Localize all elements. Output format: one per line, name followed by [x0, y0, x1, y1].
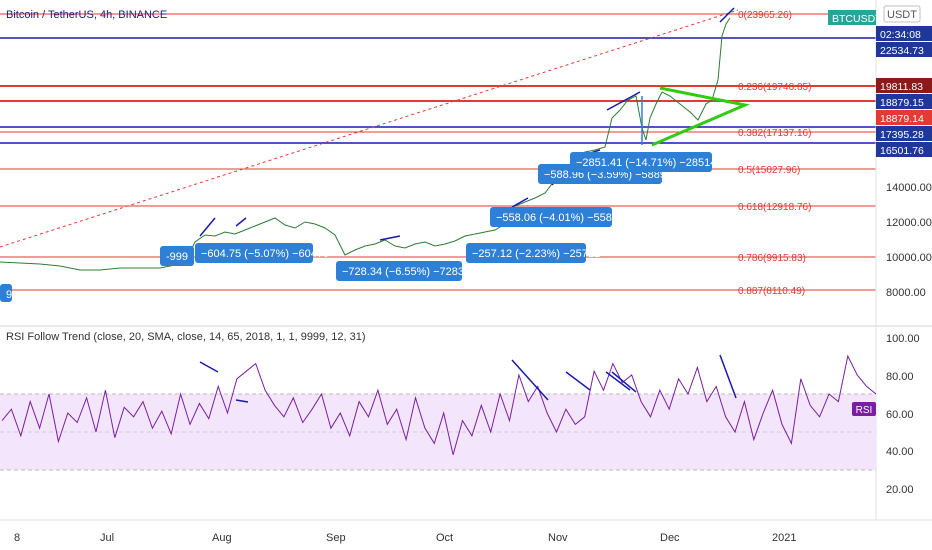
callout-box: [195, 243, 313, 263]
fib-label: 0.786(9915.83): [738, 253, 806, 264]
price-tag-bg: [828, 10, 876, 25]
time-label: Aug: [212, 532, 232, 544]
rsi-trend-mark: [719, 354, 737, 399]
price-tag-bg: [876, 78, 932, 93]
rsi-trend-mark: [605, 371, 631, 391]
price-tick: 8000.00: [886, 287, 926, 299]
callout-box: [336, 261, 462, 281]
time-label: Sep: [326, 532, 346, 544]
right-tags: BTCUSDT 02:34:08 22534.73 19811.83 18879.15 1…: [828, 10, 932, 157]
fib-label: 0.887(8110.49): [738, 286, 805, 297]
triangle-pattern: [651, 86, 751, 147]
price-tick: 10000.00: [886, 252, 932, 264]
fib-label: 0.382(17137.16): [738, 128, 811, 139]
rsi-ticks: 100.00 80.00 60.00 40.00 20.00: [886, 333, 920, 496]
rsi-tick: 20.00: [886, 484, 914, 496]
callout-text: −2851.41 (−14.71%) −285141: [576, 157, 723, 169]
horizontal-rays: [0, 37, 876, 144]
rsi-tick: 80.00: [886, 371, 914, 383]
price-tag-bg: [876, 142, 932, 157]
callout-text: −604.75 (−5.07%) −60475: [201, 248, 329, 260]
callout-box: [490, 207, 612, 227]
price-tick: 14000.00: [886, 182, 932, 194]
trend-mark: [235, 217, 247, 227]
price-tag-bg: [876, 94, 932, 109]
trend-mark: [719, 7, 735, 23]
fib-label: 0.618(12918.76): [738, 202, 811, 213]
rsi-tick: 60.00: [886, 409, 914, 421]
rsi-title: RSI Follow Trend (close, 20, SMA, close,…: [6, 331, 366, 343]
price-tag: BTCUSDT: [832, 13, 882, 25]
callout-box: [160, 246, 194, 266]
time-label: 8: [14, 532, 20, 544]
rsi-trend-mark: [199, 361, 219, 373]
price-tag: 19811.83: [880, 81, 923, 93]
callout-box: [0, 284, 12, 302]
price-ticks: 14000.00 12000.00 10000.00 8000.00: [886, 182, 932, 299]
rsi-trend-marks: [199, 354, 737, 403]
currency-label: USDT: [887, 9, 917, 21]
price-tag: 02:34:08: [880, 29, 921, 41]
fib-label: 0.236(19740.85): [738, 82, 811, 93]
price-tag: 18879.14: [880, 113, 924, 125]
price-tag: 17395.28: [880, 129, 924, 141]
price-tag-bg: [876, 126, 932, 141]
callouts: -999 −604.75 (−5.07%) −60475 −728.34 (−6.5…: [0, 152, 723, 302]
price-tag: 16501.76: [880, 145, 924, 157]
fib-label: 0(23965.26): [738, 10, 792, 21]
time-axis[interactable]: 8 Jul Aug Sep Oct Nov Dec 2021: [0, 519, 932, 544]
price-tick: 12000.00: [886, 217, 932, 229]
rsi-tag-label: RSI: [856, 405, 873, 416]
rsi-trend-mark: [511, 359, 549, 401]
trend-mark: [379, 235, 401, 241]
currency-box[interactable]: [883, 5, 921, 23]
rsi-trend-mark: [565, 371, 591, 391]
rsi-trend-mark: [235, 399, 249, 403]
trend-mark: [511, 197, 529, 208]
time-label: Jul: [100, 532, 114, 544]
time-label: Nov: [548, 532, 568, 544]
callout-text: −728.34 (−6.55%) −72834: [342, 266, 470, 278]
rsi-pane[interactable]: RSI Follow Trend (close, 20, SMA, close,…: [0, 331, 920, 496]
rsi-tick: 40.00: [886, 446, 914, 458]
callout-text: −257.12 (−2.23%) −25712: [472, 248, 600, 260]
price-tag-bg: [876, 26, 932, 41]
trend-mark: [606, 91, 641, 111]
time-label: Dec: [660, 532, 680, 544]
rsi-series: [1, 354, 877, 455]
time-label: Oct: [436, 532, 453, 544]
time-label: 2021: [772, 532, 796, 544]
rsi-tag: [852, 402, 876, 416]
callout-box: [466, 243, 586, 263]
price-tag-bg: [876, 110, 932, 125]
callout-text: −558.06 (−4.01%) −55806: [496, 212, 624, 224]
chart-title: Bitcoin / TetherUS, 4h, BINANCE: [6, 9, 167, 21]
main-pane[interactable]: 0(23965.26) 0.236(19740.85) 0.382(17137.16…: [0, 0, 876, 326]
trend-mark: [199, 217, 216, 237]
price-tag-bg: [876, 42, 932, 57]
price-axis[interactable]: 14000.00 12000.00 10000.00 8000.00 BTCUSDT 0…: [828, 0, 932, 520]
callout-text: 9: [6, 289, 12, 301]
rsi-trend-mark: [611, 371, 637, 393]
fib-label: 0.5(15027.96): [738, 165, 800, 176]
time-labels: 8 Jul Aug Sep Oct Nov Dec 2021: [14, 532, 796, 544]
price-tag: 22534.73: [880, 45, 924, 57]
callout-text: -999: [166, 251, 188, 263]
price-series: [0, 17, 731, 271]
callout-box: [570, 152, 712, 172]
price-tag: 18879.15: [880, 97, 924, 109]
rsi-tick: 100.00: [886, 333, 920, 345]
